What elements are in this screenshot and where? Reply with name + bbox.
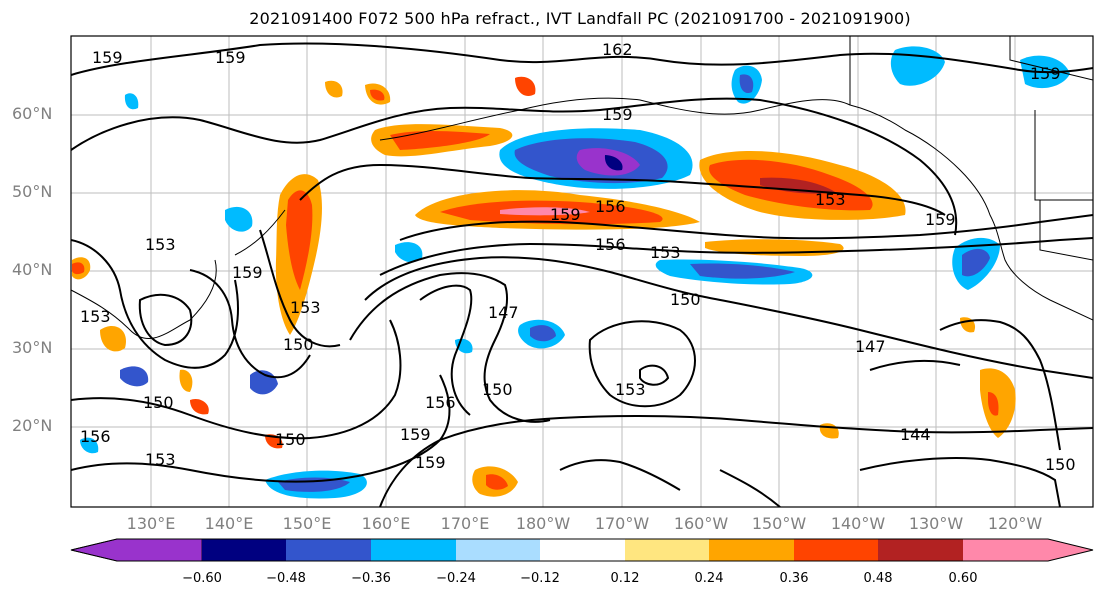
contour-label: 159 — [215, 48, 246, 67]
contour-label: 150 — [670, 290, 701, 309]
contour-label: 153 — [815, 190, 846, 209]
lon-label: 150°E — [282, 514, 332, 533]
contour-label: 159 — [232, 263, 263, 282]
lon-label: 180°W — [515, 514, 571, 533]
lon-label: 160°W — [673, 514, 729, 533]
colorbar-segment — [456, 539, 540, 561]
colorbar-tick: −0.48 — [266, 571, 306, 586]
colorbar-tick: 0.60 — [948, 571, 978, 586]
contour-label: 150 — [283, 335, 314, 354]
colorbar-tick: 0.48 — [863, 571, 893, 586]
contour-label: 156 — [80, 427, 111, 446]
lat-label: 60°N — [12, 104, 53, 123]
colorbar-segment — [794, 539, 878, 561]
contour-label: 162 — [602, 40, 633, 59]
lon-label: 130°E — [126, 514, 176, 533]
contour-label: 153 — [145, 450, 176, 469]
map-border — [70, 35, 1094, 508]
colorbar-segment — [202, 539, 286, 561]
contour-label: 159 — [400, 425, 431, 444]
lon-label: 170°E — [440, 514, 490, 533]
colorbar-tick: 0.24 — [694, 571, 724, 586]
colorbar-segment — [625, 539, 709, 561]
colorbar-segment — [540, 539, 625, 561]
colorbar-segment — [709, 539, 794, 561]
contour-label: 159 — [550, 205, 581, 224]
contour-label: 147 — [855, 337, 886, 356]
lon-label: 130°W — [908, 514, 964, 533]
lon-label: 150°W — [751, 514, 807, 533]
gridlines — [71, 36, 1093, 507]
contour-label: 147 — [488, 303, 519, 322]
contour-label: 153 — [650, 243, 681, 262]
colorbar-tick: −0.36 — [351, 571, 391, 586]
contour-label: 159 — [602, 105, 633, 124]
colorbar-tick: 0.36 — [779, 571, 809, 586]
contour-label: 156 — [425, 393, 456, 412]
lon-label: 140°E — [204, 514, 254, 533]
contour-label: 144 — [900, 425, 931, 444]
lon-label: 140°W — [830, 514, 886, 533]
contour-label: 159 — [415, 453, 446, 472]
colorbar-segment — [286, 539, 371, 561]
colorbar-tick: −0.60 — [182, 571, 222, 586]
lon-label: 160°E — [361, 514, 411, 533]
lat-label: 40°N — [12, 260, 53, 279]
positive-shading — [72, 76, 1016, 497]
contour-label: 150 — [275, 430, 306, 449]
contour-label: 153 — [80, 307, 111, 326]
contour-label: 153 — [145, 235, 176, 254]
lat-label: 50°N — [12, 182, 53, 201]
colorbar-tick: −0.24 — [436, 571, 476, 586]
lat-label: 20°N — [12, 416, 53, 435]
lon-label: 120°W — [987, 514, 1043, 533]
contour-label: 156 — [595, 235, 626, 254]
lon-label: 170°W — [594, 514, 650, 533]
colorbar-tick: 0.12 — [610, 571, 640, 586]
negative-shading — [80, 46, 1070, 499]
colorbar-segment — [371, 539, 456, 561]
colorbar-segment — [963, 539, 1093, 561]
lat-label: 30°N — [12, 338, 53, 357]
contour-label: 150 — [1045, 455, 1076, 474]
colorbar-segment — [70, 538, 203, 562]
contour-lines — [71, 42, 1093, 507]
colorbar-tick: −0.12 — [520, 571, 560, 586]
contour-label: 159 — [925, 210, 956, 229]
contour-label: 156 — [595, 197, 626, 216]
contour-label: 153 — [290, 298, 321, 317]
contour-label: 159 — [92, 48, 123, 67]
map-title: 2021091400 F072 500 hPa refract., IVT La… — [249, 9, 911, 28]
contour-label: 153 — [615, 380, 646, 399]
contour-label: 150 — [482, 380, 513, 399]
contour-labels: 159 162 159 159 156 153 153 159 159 156 … — [80, 40, 1076, 474]
colorbar — [70, 538, 1094, 562]
contour-label: 159 — [1030, 64, 1061, 83]
colorbar-segment — [878, 539, 963, 561]
contour-label: 150 — [143, 393, 174, 412]
